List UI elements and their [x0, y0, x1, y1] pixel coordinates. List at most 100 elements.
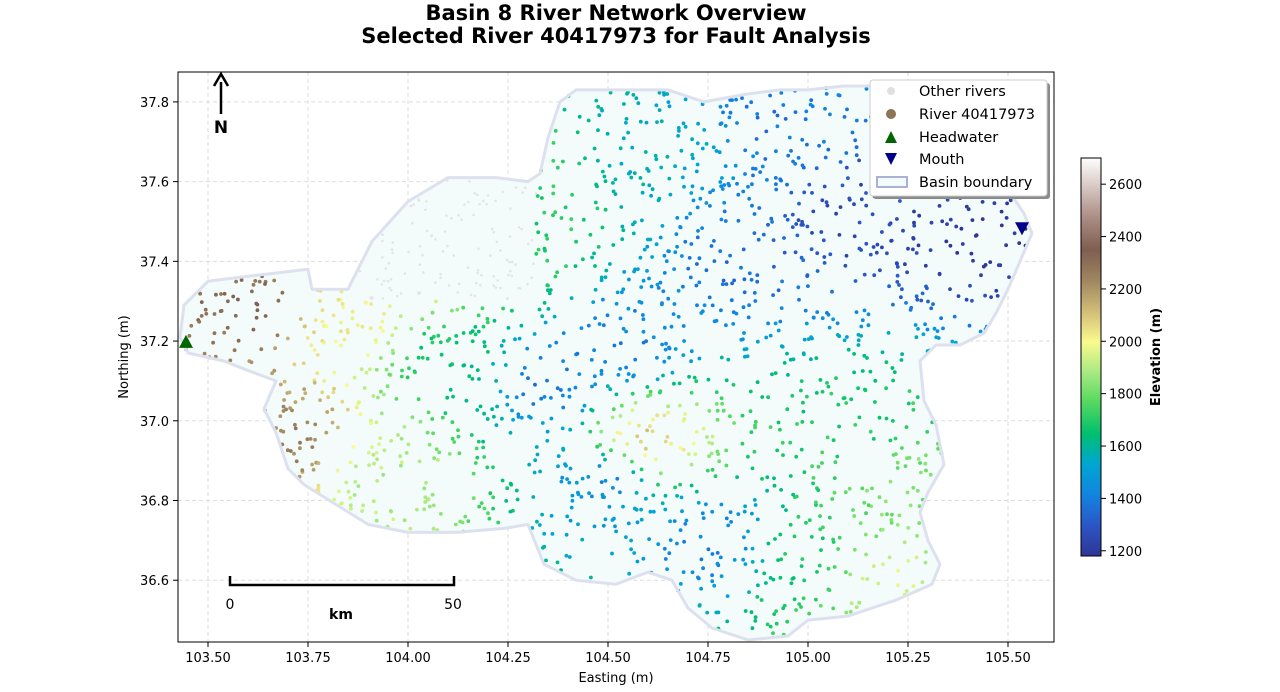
river-point	[928, 248, 933, 253]
river-point	[574, 480, 579, 485]
river-point	[204, 311, 209, 316]
river-point	[635, 434, 640, 439]
other-river-point	[476, 193, 479, 197]
river-point	[677, 381, 682, 386]
river-point	[747, 590, 751, 594]
river-point	[624, 365, 628, 370]
river-point	[853, 423, 858, 427]
river-point	[862, 308, 867, 313]
river-point	[534, 251, 539, 256]
river-point	[508, 430, 513, 435]
river-point	[596, 245, 601, 249]
river-point	[809, 247, 814, 252]
river-point	[546, 307, 551, 311]
river-point	[734, 97, 738, 102]
river-point	[600, 108, 604, 113]
river-point	[1005, 201, 1009, 206]
river-point	[611, 438, 616, 443]
river-point	[312, 380, 317, 385]
river-point	[565, 367, 569, 372]
river-point	[800, 557, 805, 561]
river-point	[854, 605, 859, 610]
river-point	[781, 453, 785, 457]
river-point	[693, 452, 698, 457]
river-point	[380, 319, 385, 324]
river-point	[880, 350, 885, 355]
river-point	[549, 416, 554, 421]
river-point	[755, 279, 760, 284]
river-point	[858, 521, 863, 525]
river-point	[639, 478, 644, 482]
river-point	[199, 314, 204, 318]
river-point	[486, 511, 490, 516]
river-point	[739, 265, 743, 270]
river-point	[618, 341, 623, 346]
river-point	[374, 450, 379, 455]
river-point	[732, 278, 736, 283]
river-point	[983, 263, 988, 267]
river-point	[744, 347, 749, 351]
river-point	[836, 402, 841, 407]
river-point	[667, 551, 672, 556]
river-point	[790, 212, 795, 217]
other-river-point	[381, 297, 385, 300]
river-point	[682, 184, 686, 189]
river-point	[784, 508, 788, 512]
river-point	[974, 233, 979, 238]
other-river-point	[430, 234, 434, 237]
river-point	[211, 340, 216, 345]
river-point	[885, 251, 889, 256]
river-point	[736, 512, 741, 516]
river-point	[885, 512, 889, 517]
river-point	[775, 124, 780, 129]
river-point	[820, 198, 825, 203]
river-point	[866, 323, 871, 328]
river-point	[789, 149, 793, 153]
river-point	[663, 493, 668, 498]
river-point	[312, 348, 317, 352]
other-river-point	[391, 251, 394, 255]
river-point	[852, 234, 857, 239]
other-river-point	[381, 255, 384, 259]
river-point	[846, 347, 851, 352]
river-point	[619, 403, 624, 408]
river-point	[478, 404, 483, 409]
river-point	[760, 164, 765, 169]
river-point	[470, 329, 475, 334]
river-point	[467, 374, 472, 379]
river-point	[776, 558, 780, 562]
river-point	[714, 149, 719, 153]
river-point	[555, 560, 560, 565]
river-point	[591, 300, 596, 304]
river-point	[817, 143, 821, 148]
river-point	[819, 503, 823, 508]
other-river-point	[439, 276, 442, 280]
river-point	[749, 430, 754, 435]
river-point	[724, 378, 729, 383]
river-point	[568, 518, 573, 523]
river-point	[647, 537, 651, 541]
river-point	[218, 309, 223, 314]
river-point	[592, 251, 596, 256]
river-point	[771, 577, 776, 582]
river-point	[239, 278, 244, 282]
river-point	[545, 283, 550, 288]
river-point	[590, 408, 595, 413]
river-point	[759, 598, 764, 602]
river-point	[632, 373, 636, 378]
river-point	[272, 278, 277, 283]
river-point	[613, 192, 618, 197]
river-point	[782, 236, 786, 240]
river-point	[820, 450, 825, 455]
river-point	[714, 390, 719, 394]
river-point	[758, 170, 763, 175]
river-point	[681, 447, 686, 452]
river-point	[310, 445, 315, 449]
river-point	[695, 303, 699, 308]
river-point	[743, 354, 747, 359]
other-river-point	[534, 192, 538, 195]
river-point	[818, 527, 823, 532]
river-point	[422, 331, 427, 336]
river-point	[527, 414, 531, 419]
river-point	[935, 329, 940, 333]
